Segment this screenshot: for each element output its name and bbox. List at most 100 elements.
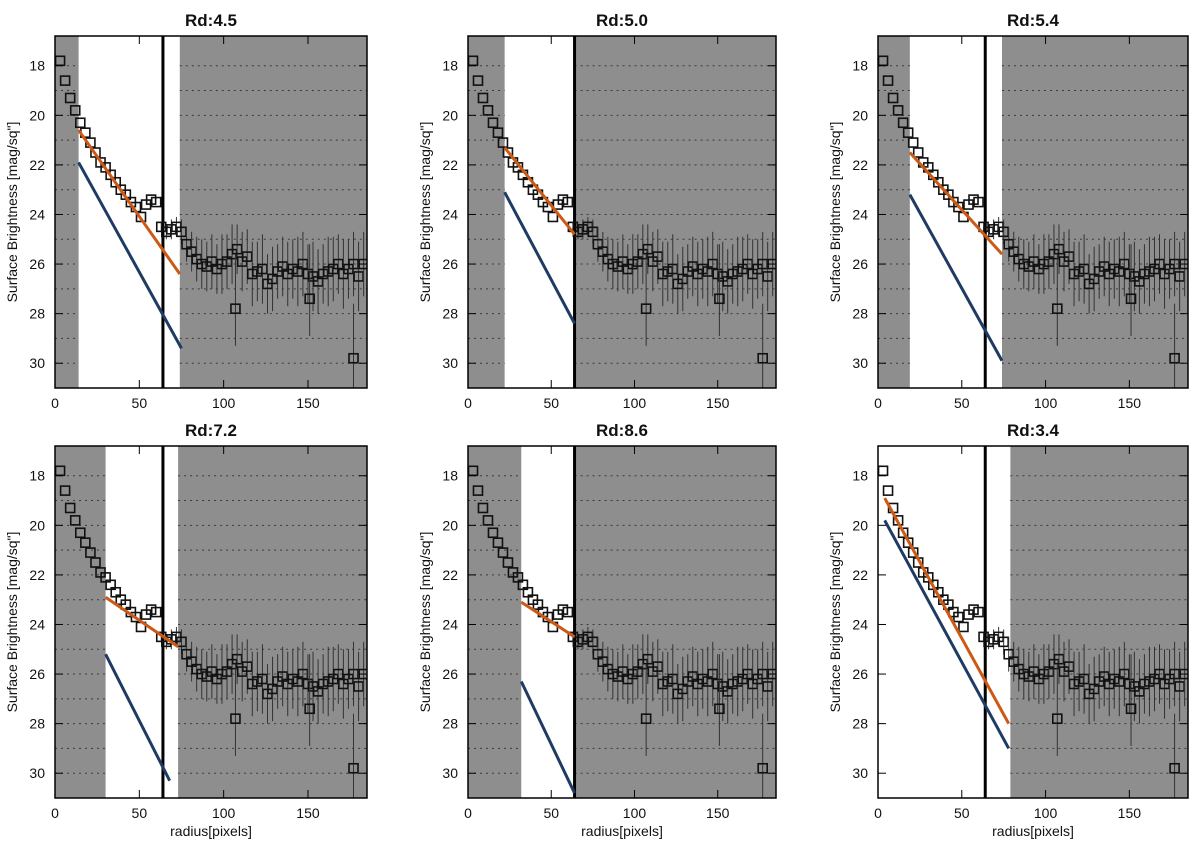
data-point bbox=[333, 668, 344, 680]
y-tick-label: 22 bbox=[442, 157, 458, 173]
data-points bbox=[55, 465, 367, 798]
excluded-region bbox=[55, 36, 79, 388]
inner-fit-line bbox=[104, 595, 179, 649]
excluded-region bbox=[468, 446, 522, 798]
data-point-outlier bbox=[230, 303, 241, 314]
x-tick-label: 100 bbox=[212, 395, 236, 411]
data-point bbox=[562, 196, 574, 208]
data-point bbox=[958, 621, 969, 633]
data-point bbox=[1174, 271, 1185, 282]
inner-fit-line bbox=[908, 151, 1004, 256]
data-point bbox=[897, 117, 909, 129]
data-point-outlier bbox=[1169, 352, 1180, 364]
data-point bbox=[487, 117, 499, 129]
chart-panel-2: 0 50 100 150 18 20 22 24 26 28 30 Rd:5.0 Surface Bri… bbox=[417, 11, 777, 411]
data-point bbox=[80, 537, 91, 548]
data-point bbox=[241, 661, 253, 672]
data-point bbox=[1169, 668, 1180, 680]
x-tick-label: 100 bbox=[623, 395, 647, 411]
y-tick-label: 30 bbox=[442, 765, 458, 781]
data-point bbox=[502, 557, 514, 568]
data-point-outlier bbox=[1125, 703, 1137, 715]
data-point-outlier bbox=[1125, 293, 1137, 305]
chart-panel-1: 0 50 100 150 18 20 22 24 26 28 30 Rd:4.5 Surface Bri… bbox=[4, 11, 368, 411]
excluded-region bbox=[468, 36, 505, 388]
y-tick-label: 28 bbox=[852, 716, 868, 732]
data-point bbox=[150, 196, 162, 208]
x-tick-label: 0 bbox=[874, 395, 882, 411]
x-tick-label: 0 bbox=[464, 805, 472, 821]
panel-title: Rd:4.5 bbox=[185, 11, 237, 30]
x-tick-label: 0 bbox=[51, 805, 59, 821]
y-tick-label: 26 bbox=[852, 666, 868, 682]
panel-title: Rd:8.6 bbox=[596, 421, 648, 440]
data-point bbox=[333, 258, 344, 270]
y-axis-label: Surface Brightness [mag/sq"] bbox=[4, 122, 20, 303]
y-tick-label: 26 bbox=[442, 256, 458, 272]
panel-title: Rd:5.0 bbox=[596, 11, 648, 30]
plot-frame bbox=[54, 35, 368, 389]
outer-fit-line bbox=[908, 193, 1004, 362]
data-point bbox=[472, 75, 484, 86]
y-tick-label: 24 bbox=[852, 206, 868, 222]
inner-fit-line bbox=[77, 129, 182, 275]
data-point bbox=[297, 668, 309, 680]
y-tick-label: 26 bbox=[29, 256, 45, 272]
x-axis-label: radius[pixels] bbox=[170, 823, 252, 839]
x-tick-label: 0 bbox=[464, 395, 472, 411]
y-tick-label: 26 bbox=[852, 256, 868, 272]
data-point bbox=[1053, 653, 1065, 665]
y-axis-label: Surface Brightness [mag/sq"] bbox=[417, 532, 433, 713]
x-tick-label: 50 bbox=[954, 395, 970, 411]
x-tick-label: 150 bbox=[706, 395, 730, 411]
data-point-outlier bbox=[714, 293, 725, 305]
data-point bbox=[69, 105, 81, 116]
data-point bbox=[897, 527, 909, 539]
data-point bbox=[502, 147, 514, 158]
x-axis-label: radius[pixels] bbox=[581, 823, 663, 839]
y-tick-label: 30 bbox=[29, 355, 45, 371]
y-tick-label: 20 bbox=[29, 107, 45, 123]
data-point bbox=[497, 547, 509, 558]
y-tick-label: 18 bbox=[29, 58, 45, 74]
y-tick-label: 18 bbox=[852, 468, 868, 484]
x-tick-label: 0 bbox=[51, 395, 59, 411]
data-point bbox=[907, 137, 919, 148]
data-point bbox=[241, 251, 253, 262]
data-point bbox=[892, 105, 904, 116]
data-point bbox=[348, 668, 359, 680]
y-tick-label: 30 bbox=[29, 765, 45, 781]
data-point bbox=[477, 502, 489, 514]
x-tick-label: 50 bbox=[543, 805, 559, 821]
x-tick-label: 100 bbox=[623, 805, 647, 821]
data-point bbox=[1119, 258, 1130, 270]
y-tick-label: 26 bbox=[442, 666, 458, 682]
data-point bbox=[1063, 251, 1075, 262]
y-tick-label: 22 bbox=[852, 567, 868, 583]
excluded-region bbox=[178, 446, 367, 798]
data-point-outlier bbox=[1169, 762, 1180, 774]
x-tick-label: 150 bbox=[1118, 805, 1142, 821]
data-point bbox=[497, 137, 509, 148]
excluded-region bbox=[1010, 446, 1188, 798]
data-point bbox=[998, 636, 1009, 648]
x-tick-label: 150 bbox=[706, 805, 730, 821]
data-point-outlier bbox=[304, 293, 315, 305]
y-tick-label: 18 bbox=[852, 58, 868, 74]
y-tick-label: 20 bbox=[852, 517, 868, 533]
chart-panel-5: 0 50 100 150 18 20 22 24 26 28 30 Rd:8.6 Surface Bri… bbox=[417, 421, 777, 839]
data-point bbox=[69, 515, 81, 526]
data-point-outlier bbox=[348, 762, 359, 774]
x-tick-label: 150 bbox=[1118, 395, 1142, 411]
y-tick-label: 30 bbox=[442, 355, 458, 371]
data-point bbox=[482, 515, 494, 526]
data-point bbox=[492, 537, 504, 548]
data-point bbox=[257, 673, 268, 685]
x-tick-label: 150 bbox=[296, 395, 320, 411]
data-point bbox=[882, 75, 894, 86]
data-point bbox=[231, 653, 243, 665]
plot-frame bbox=[467, 35, 777, 389]
y-tick-label: 24 bbox=[442, 206, 458, 222]
y-tick-label: 22 bbox=[29, 567, 45, 583]
